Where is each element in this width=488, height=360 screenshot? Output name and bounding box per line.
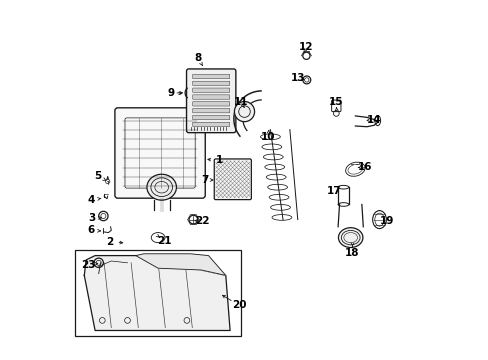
FancyBboxPatch shape <box>192 115 229 120</box>
Ellipse shape <box>146 174 176 200</box>
Text: 18: 18 <box>345 248 359 258</box>
Text: 7: 7 <box>201 175 208 185</box>
Polygon shape <box>136 254 225 275</box>
FancyBboxPatch shape <box>186 69 235 133</box>
Text: 19: 19 <box>379 216 393 226</box>
Text: 13: 13 <box>290 73 305 84</box>
Text: 20: 20 <box>231 300 246 310</box>
Circle shape <box>234 102 254 122</box>
FancyBboxPatch shape <box>192 81 229 85</box>
Text: 16: 16 <box>357 162 371 172</box>
Text: 17: 17 <box>326 186 341 196</box>
FancyBboxPatch shape <box>192 95 229 99</box>
Text: 11: 11 <box>233 96 247 107</box>
FancyBboxPatch shape <box>192 88 229 93</box>
Text: 4: 4 <box>88 195 95 205</box>
Text: 3: 3 <box>88 213 95 223</box>
FancyBboxPatch shape <box>192 75 229 79</box>
FancyBboxPatch shape <box>192 122 229 127</box>
Text: 6: 6 <box>87 225 94 235</box>
Text: 9: 9 <box>167 88 174 98</box>
FancyBboxPatch shape <box>192 109 229 113</box>
Text: 10: 10 <box>260 132 275 142</box>
Text: 14: 14 <box>366 114 381 125</box>
Text: 21: 21 <box>157 236 171 246</box>
FancyBboxPatch shape <box>214 159 251 199</box>
Text: 23: 23 <box>81 260 95 270</box>
Bar <box>75 250 241 336</box>
Text: 5: 5 <box>94 171 102 181</box>
Text: 15: 15 <box>327 96 342 107</box>
FancyBboxPatch shape <box>115 108 205 198</box>
Text: 8: 8 <box>194 53 201 63</box>
Text: 1: 1 <box>215 155 223 165</box>
Text: 12: 12 <box>299 42 313 52</box>
Polygon shape <box>84 256 230 330</box>
Text: 22: 22 <box>195 216 209 226</box>
Ellipse shape <box>338 228 362 248</box>
Text: 2: 2 <box>106 237 113 247</box>
FancyBboxPatch shape <box>192 102 229 106</box>
